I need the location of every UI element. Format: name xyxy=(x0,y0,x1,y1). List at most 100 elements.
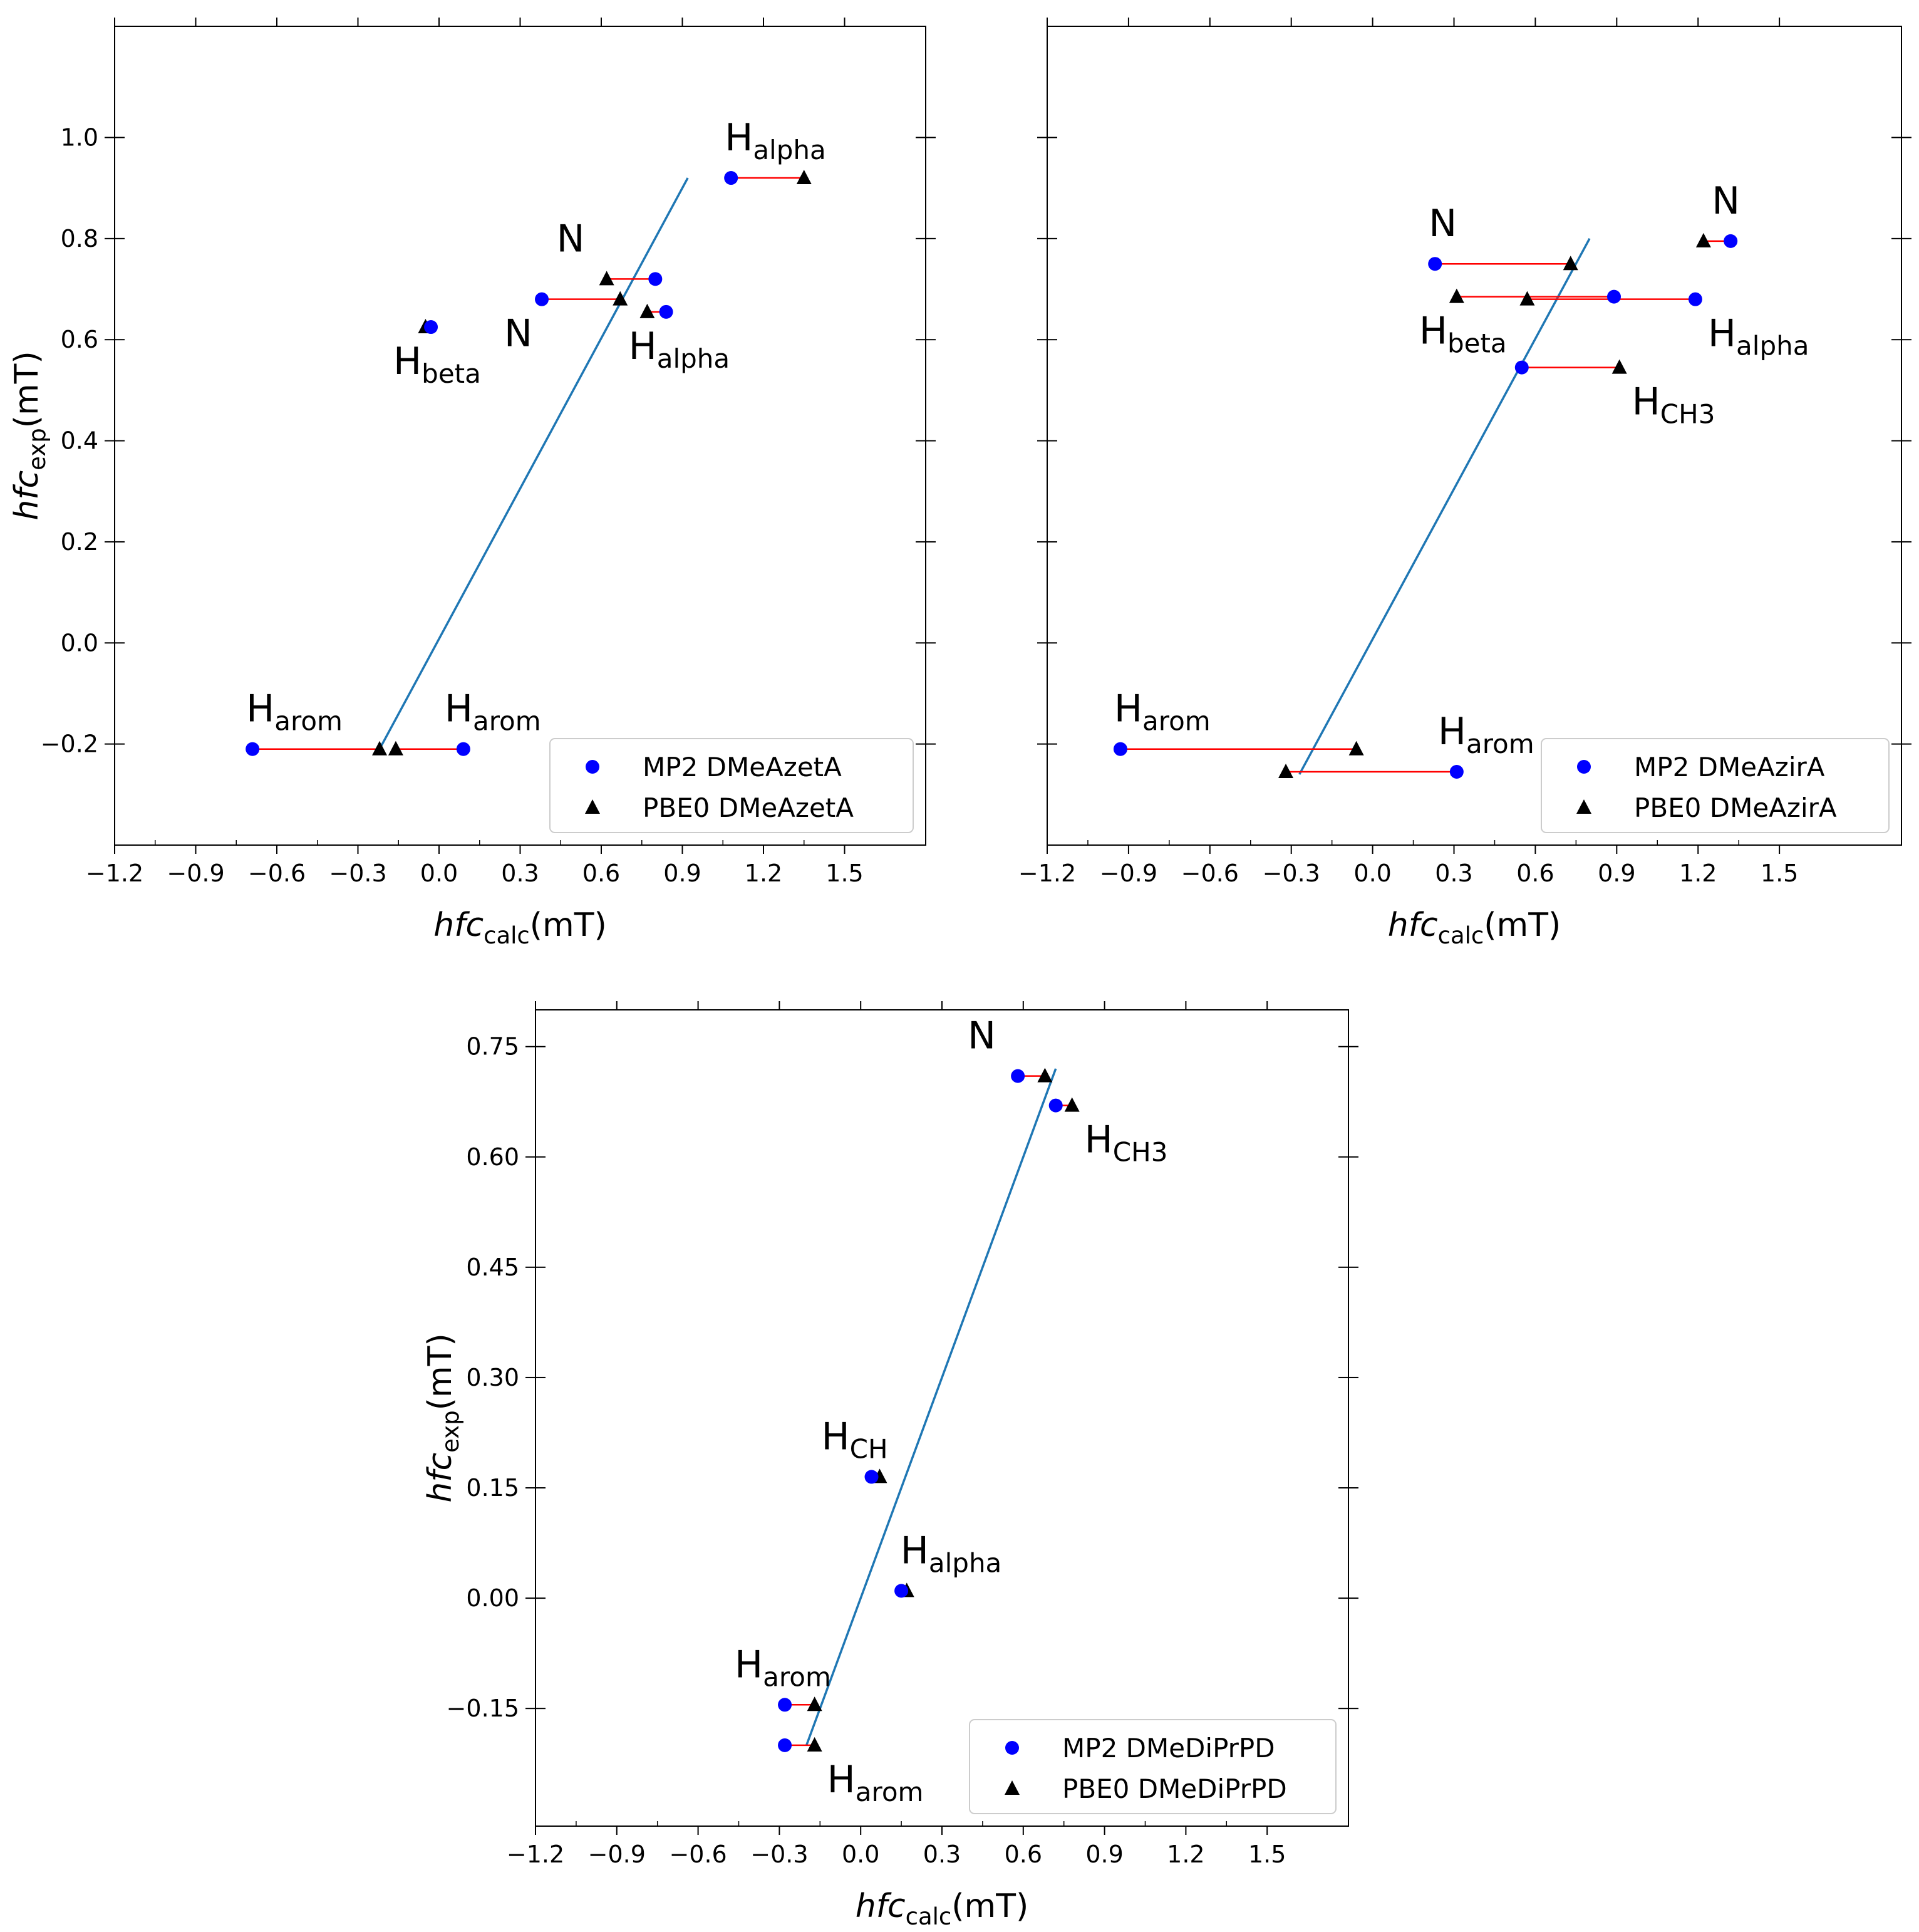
legend-marker-pbe0 xyxy=(1576,799,1591,814)
point-pbe0 xyxy=(1064,1097,1080,1112)
x-axis-label: hfccalc(mT) xyxy=(433,906,607,949)
x-axis-label: hfccalc(mT) xyxy=(1388,906,1561,949)
y-axis-label: hfcexp(mT) xyxy=(422,1333,464,1502)
point-mp2 xyxy=(659,304,673,319)
x-tick-label: 1.2 xyxy=(745,860,782,887)
point-mp2 xyxy=(864,1470,879,1484)
x-tick-label: 0.3 xyxy=(1435,860,1472,887)
x-tick-label: 0.0 xyxy=(420,860,458,887)
point-pbe0 xyxy=(1611,359,1627,374)
x-tick-label: −0.9 xyxy=(167,860,224,887)
x-tick-label: 1.5 xyxy=(1248,1841,1286,1868)
point-annotation: Hbeta xyxy=(393,340,481,389)
x-tick-label: −1.2 xyxy=(1018,860,1076,887)
point-pbe0 xyxy=(599,271,614,286)
x-tick-label: 0.9 xyxy=(663,860,701,887)
y-tick-label: 0.45 xyxy=(466,1254,519,1281)
legend-label-pbe0: PBE0 DMeAzirA xyxy=(1634,792,1837,823)
x-tick-label: −0.3 xyxy=(329,860,386,887)
point-mp2 xyxy=(1607,289,1622,304)
y-tick-label: 0.8 xyxy=(61,225,98,252)
x-tick-label: 1.5 xyxy=(1761,860,1798,887)
y-tick-label: −0.15 xyxy=(447,1695,519,1722)
x-tick-label: 0.0 xyxy=(1353,860,1391,887)
x-tick-label: −0.6 xyxy=(669,1841,727,1868)
x-tick-label: −0.9 xyxy=(1100,860,1157,887)
fit-line xyxy=(378,177,689,750)
point-mp2 xyxy=(1428,257,1442,271)
point-mp2 xyxy=(535,292,549,306)
point-annotation: Halpha xyxy=(1708,312,1809,361)
point-mp2 xyxy=(1011,1069,1025,1083)
legend-label-mp2: MP2 DMeAzetA xyxy=(643,752,842,782)
chart-panel-dmediprpd: −1.2 −0.9 −0.6 −0.3 0.0 0.3 0.6 0.9 1.2 1.5 −0.15 0… xyxy=(422,1001,1358,1930)
x-tick-label: −1.2 xyxy=(507,1841,564,1868)
point-mp2 xyxy=(724,171,738,185)
x-tick-label: −0.9 xyxy=(588,1841,646,1868)
chart-panel-dmeazira: −1.2 −0.9 −0.6 −0.3 0.0 0.3 0.6 0.9 1.2 1.5 hfccal… xyxy=(1018,18,1911,949)
point-annotation: Harom xyxy=(827,1758,924,1807)
point-annotation: HCH3 xyxy=(1085,1118,1168,1168)
x-tick-label: 1.5 xyxy=(825,860,863,887)
legend-marker-mp2 xyxy=(1005,1741,1019,1755)
fit-line xyxy=(805,1068,1057,1746)
y-tick-label: 0.00 xyxy=(466,1584,519,1612)
legend-marker-mp2 xyxy=(586,760,599,774)
point-pbe0 xyxy=(807,1696,822,1711)
point-mp2 xyxy=(778,1738,792,1752)
point-mp2 xyxy=(894,1584,909,1598)
x-tick-label: −1.2 xyxy=(86,860,143,887)
x-tick-label: 0.3 xyxy=(501,860,539,887)
point-annotation: N xyxy=(1712,179,1740,223)
point-pbe0 xyxy=(1519,291,1535,306)
legend-marker-mp2 xyxy=(1577,760,1591,774)
point-pbe0 xyxy=(613,291,628,306)
y-tick-label: 0.4 xyxy=(61,427,98,455)
point-annotation: Halpha xyxy=(725,116,826,165)
point-pbe0 xyxy=(1563,256,1578,271)
point-annotation: Harom xyxy=(1114,687,1211,737)
point-annotation: N xyxy=(1429,202,1457,246)
x-tick-label: −0.3 xyxy=(1263,860,1320,887)
x-tick-label: 0.0 xyxy=(842,1841,879,1868)
x-tick-label: −0.6 xyxy=(1181,860,1239,887)
point-annotation: N xyxy=(557,217,585,261)
point-pbe0 xyxy=(807,1737,822,1752)
point-annotation: Harom xyxy=(1438,710,1534,759)
x-tick-label: 0.9 xyxy=(1598,860,1635,887)
x-tick-label: −0.3 xyxy=(750,1841,808,1868)
legend-box xyxy=(969,1719,1337,1814)
legend: MP2 DMeAzirA PBE0 DMeAzirA xyxy=(1541,738,1890,833)
legend-label-mp2: MP2 DMeAzirA xyxy=(1634,752,1825,782)
point-mp2 xyxy=(1514,360,1529,375)
point-mp2 xyxy=(1688,292,1702,306)
y-tick-label: 0.30 xyxy=(466,1364,519,1391)
y-tick-label: 0.75 xyxy=(466,1033,519,1061)
x-tick-label: 0.6 xyxy=(1005,1841,1042,1868)
point-annotation: Harom xyxy=(735,1643,831,1692)
point-pbe0 xyxy=(388,740,403,756)
x-tick-label: −0.6 xyxy=(248,860,306,887)
point-pbe0 xyxy=(1278,764,1294,779)
fit-line xyxy=(1298,238,1591,775)
point-mp2 xyxy=(1449,765,1464,779)
point-pbe0 xyxy=(372,740,388,756)
y-tick-label: 0.0 xyxy=(61,629,98,657)
chart-panel-dmeazeta: −1.2 −0.9 −0.6 −0.3 0.0 0.3 0.6 0.9 1.2 1.5 −0.2 0.… xyxy=(8,18,936,949)
point-mp2 xyxy=(778,1698,792,1712)
point-mp2 xyxy=(456,742,470,756)
legend-label-mp2: MP2 DMeDiPrPD xyxy=(1062,1733,1275,1763)
x-tick-label: 1.2 xyxy=(1679,860,1717,887)
point-mp2 xyxy=(424,320,438,335)
y-axis-label: hfcexp(mT) xyxy=(8,351,51,520)
point-mp2 xyxy=(1048,1098,1063,1113)
legend-label-pbe0: PBE0 DMeDiPrPD xyxy=(1062,1774,1287,1804)
point-annotation: Hbeta xyxy=(1419,309,1507,359)
point-annotation: Harom xyxy=(246,687,343,737)
legend-marker-pbe0 xyxy=(585,799,600,814)
x-tick-label: 0.6 xyxy=(582,860,620,887)
legend-label-pbe0: PBE0 DMeAzetA xyxy=(643,792,854,823)
y-tick-label: 0.6 xyxy=(61,326,98,353)
y-tick-label: 1.0 xyxy=(61,123,98,151)
